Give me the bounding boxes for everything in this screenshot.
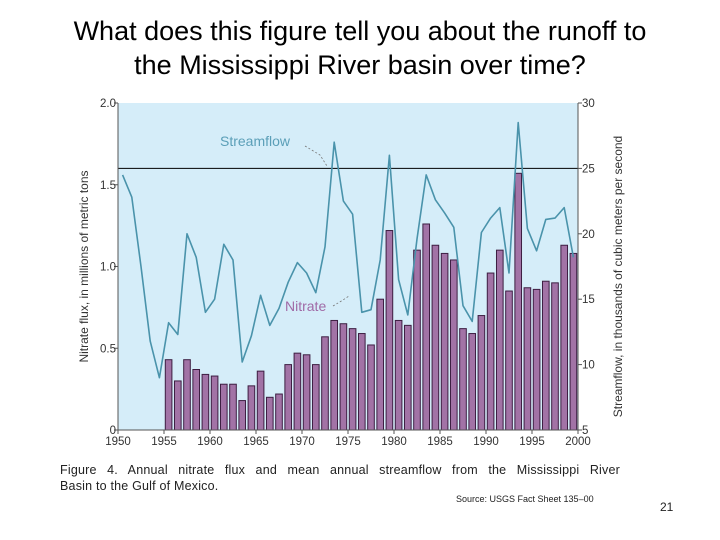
nitrate-bar-1990 <box>486 272 495 431</box>
right-tick-label-20: 20 <box>582 229 595 241</box>
left-tick-label-0.5: 0.5 <box>100 343 116 355</box>
nitrate-bar-1960 <box>210 375 219 431</box>
nitrate-bar-1996 <box>541 280 550 431</box>
slide-title-line-1: What does this figure tell you about the… <box>73 16 647 46</box>
nitrate-bar-1998 <box>560 244 569 431</box>
right-tick-label-5: 5 <box>582 425 588 437</box>
nitrate-bar-1966 <box>265 396 274 431</box>
nitrate-bar-1962 <box>229 383 237 431</box>
nitrate-bars <box>164 172 578 431</box>
nitrate-bar-1989 <box>477 315 486 431</box>
right-axis-title: Streamflow, in thousands of cubic meters… <box>611 136 625 417</box>
left-tick-label-2.0: 2.0 <box>100 98 116 110</box>
x-tick-label-1995: 1995 <box>519 436 545 448</box>
nitrate-bar-1977 <box>367 344 375 431</box>
x-tick-label-2000: 2000 <box>565 436 591 448</box>
nitrate-bar-1968 <box>284 364 293 431</box>
right-tick-label-25: 25 <box>582 163 595 175</box>
nitrate-bar-1999 <box>569 252 578 431</box>
nitrate-bar-1965 <box>256 370 265 431</box>
x-tick-label-1985: 1985 <box>427 436 453 448</box>
left-axis-title: Nitrate flux, in millions of metric tons <box>77 170 91 362</box>
nitrate-bar-1976 <box>357 333 366 431</box>
nitrate-bar-1973 <box>330 319 339 431</box>
figure-caption: Figure 4. Annual nitrate flux and mean a… <box>60 462 620 494</box>
nitrate-bar-1979 <box>385 230 394 431</box>
nitrate-bar-1992 <box>505 290 513 431</box>
nitrate-bar-1985 <box>440 252 449 431</box>
nitrate-bar-1956 <box>173 380 182 431</box>
nitrate-bar-1964 <box>247 385 256 431</box>
x-tick-label-1955: 1955 <box>151 436 177 448</box>
source-note: Source: USGS Fact Sheet 135–00 <box>456 494 594 504</box>
nitrate-leader <box>332 295 350 307</box>
nitrate-bar-1988 <box>468 333 477 431</box>
nitrate-bar-1986 <box>449 259 458 431</box>
x-tick-label-1965: 1965 <box>243 436 269 448</box>
nitrate-bar-1975 <box>348 328 357 431</box>
nitrate-bar-1967 <box>275 393 283 431</box>
nitrate-bar-1991 <box>495 249 504 431</box>
nitrate-bar-1980 <box>394 319 403 431</box>
nitrate-bar-1997 <box>551 282 559 431</box>
nitrate-bar-1974 <box>339 323 348 431</box>
nitrate-bar-1958 <box>192 369 201 431</box>
slide-number: 21 <box>660 500 674 514</box>
left-tick-label-1.0: 1.0 <box>100 262 116 274</box>
nitrate-bar-1984 <box>431 244 440 431</box>
x-tick-label-1970: 1970 <box>289 436 315 448</box>
x-tick-label-1975: 1975 <box>335 436 361 448</box>
x-tick-label-1950: 1950 <box>105 436 131 448</box>
slide-title-line-2: the Mississippi River basin over time? <box>134 50 586 80</box>
nitrate-bar-1961 <box>219 383 228 431</box>
x-tick-label-1990: 1990 <box>473 436 499 448</box>
nitrate-bar-1978 <box>376 298 385 431</box>
nitrate-bar-1994 <box>523 287 532 431</box>
nitrate-bar-1969 <box>293 352 302 431</box>
nitrate-bar-1987 <box>459 328 467 431</box>
streamflow-leader <box>304 145 328 167</box>
nitrate-bar-1955 <box>164 359 173 431</box>
nitrate-bar-1963 <box>238 400 247 431</box>
nitrate-bar-1959 <box>201 373 210 431</box>
streamflow-annotation: Streamflow <box>220 133 291 149</box>
left-tick-label-1.5: 1.5 <box>100 180 116 192</box>
nitrate-bar-1983 <box>422 223 431 431</box>
right-tick-label-30: 30 <box>582 98 595 110</box>
figure-caption-line-2: Basin to the Gulf of Mexico. <box>60 479 219 493</box>
nitrate-bar-1981 <box>403 324 412 431</box>
x-tick-label-1980: 1980 <box>381 436 407 448</box>
streamflow-line <box>121 121 575 379</box>
nitrate-bar-1971 <box>311 364 320 431</box>
nitrate-bar-1957 <box>183 359 191 431</box>
nitrate-annotation: Nitrate <box>285 298 326 314</box>
nitrate-bar-1982 <box>413 249 421 431</box>
left-tick-label-0: 0 <box>110 425 116 437</box>
figure-caption-line-1: Figure 4. Annual nitrate flux and mean a… <box>60 463 620 477</box>
x-tick-label-1960: 1960 <box>197 436 223 448</box>
nitrate-bar-1972 <box>321 336 329 431</box>
nitrate-bar-1970 <box>302 354 311 431</box>
right-tick-label-15: 15 <box>582 294 595 306</box>
right-tick-label-10: 10 <box>582 360 595 372</box>
nitrate-bar-1993 <box>514 172 523 431</box>
nitrate-bar-1995 <box>532 288 541 431</box>
slide-title: What does this figure tell you about the… <box>0 14 720 82</box>
